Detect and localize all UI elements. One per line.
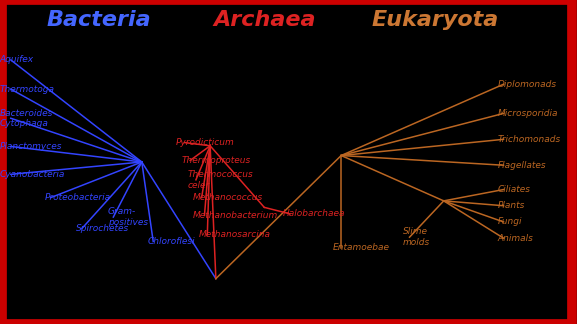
Text: Plants: Plants [498, 201, 525, 210]
Text: Animals: Animals [498, 234, 534, 243]
Text: Microsporidia: Microsporidia [498, 109, 559, 118]
Text: Aquifex: Aquifex [0, 55, 33, 64]
Text: Proteobacteria: Proteobacteria [45, 193, 111, 202]
Text: Ciliates: Ciliates [498, 185, 531, 194]
Text: Trichomonads: Trichomonads [498, 135, 561, 144]
Text: Archaea: Archaea [213, 10, 316, 30]
Text: Flagellates: Flagellates [498, 161, 546, 170]
Text: Thermococcus
celer: Thermococcus celer [188, 170, 253, 190]
Text: Bacteroides
Cytophaga: Bacteroides Cytophaga [0, 109, 53, 128]
Text: Planctomyces: Planctomyces [0, 142, 62, 151]
Text: Slime
molds: Slime molds [403, 227, 430, 247]
Text: Methanococcus: Methanococcus [193, 193, 263, 202]
Text: Eukaryota: Eukaryota [372, 10, 499, 30]
Text: Methanosarcina: Methanosarcina [198, 230, 271, 239]
Text: Diplomonads: Diplomonads [498, 80, 557, 89]
Text: Spirochetes: Spirochetes [76, 224, 130, 233]
Text: Methanobacterium: Methanobacterium [193, 211, 278, 220]
Text: Pyrodicticum: Pyrodicticum [176, 138, 235, 147]
Text: Cyanobacteria: Cyanobacteria [0, 170, 65, 179]
Text: Fungi: Fungi [498, 217, 522, 226]
Text: Gram-
positives: Gram- positives [108, 207, 148, 227]
Text: Thermotoga: Thermotoga [0, 85, 54, 94]
Text: Halobarchaea: Halobarchaea [283, 209, 345, 218]
Text: Chloroflesi: Chloroflesi [148, 237, 195, 246]
Text: Bacteria: Bacteria [47, 10, 151, 30]
Text: Thermoproteus: Thermoproteus [182, 156, 251, 165]
Text: Entamoebae: Entamoebae [332, 243, 389, 252]
